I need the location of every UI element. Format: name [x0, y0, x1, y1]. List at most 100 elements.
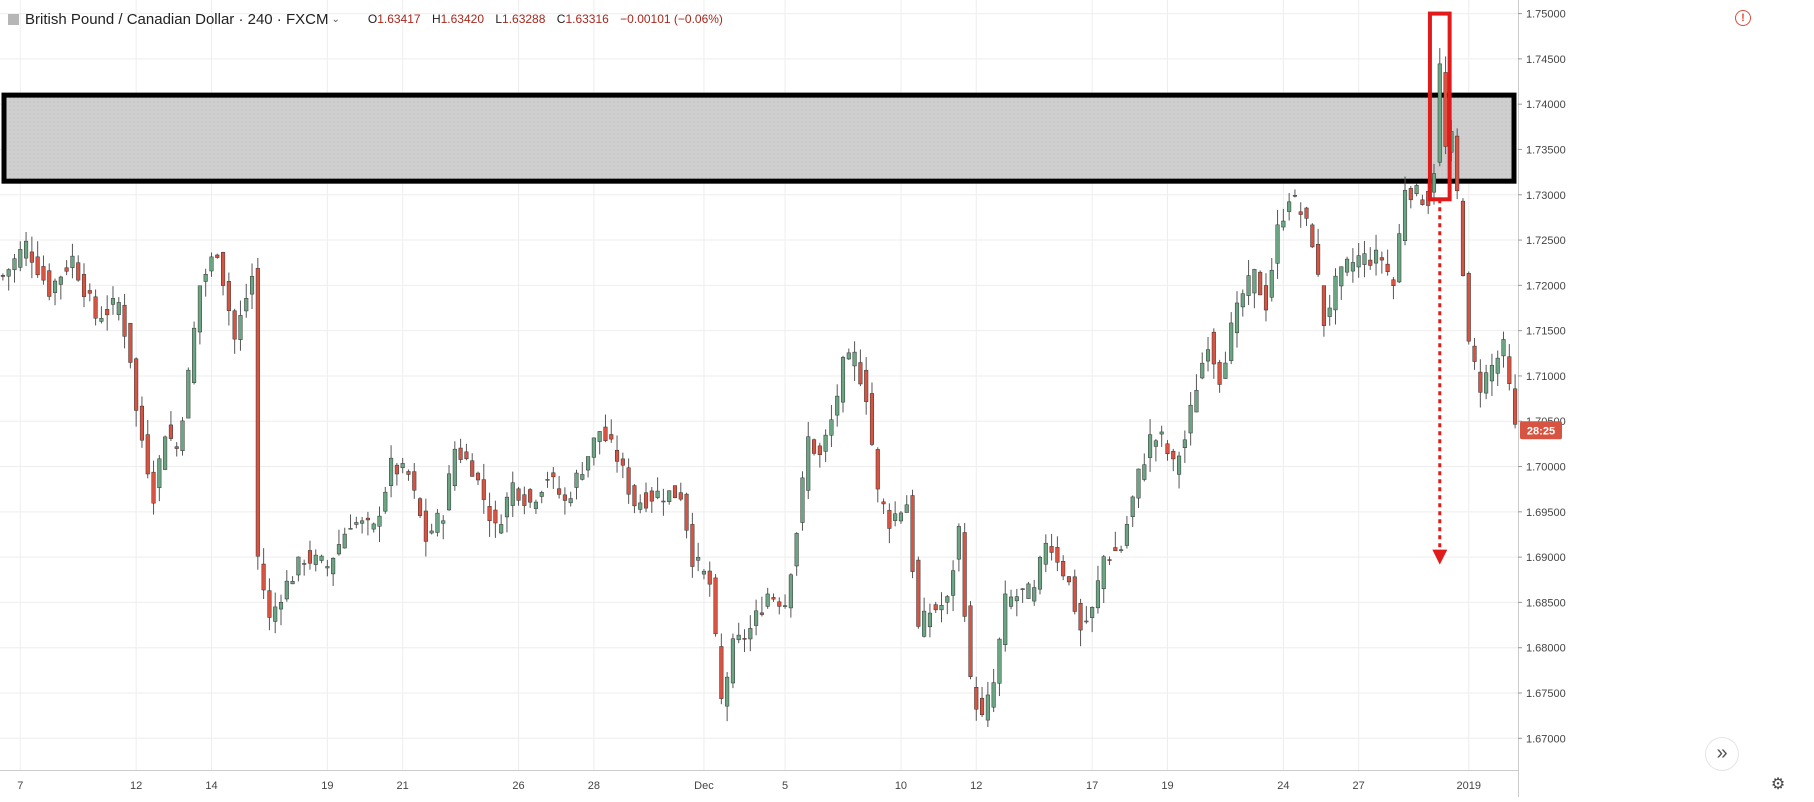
open-label: O: [367, 12, 378, 26]
candle-up: [898, 512, 903, 522]
high-value: 1.63420: [440, 12, 484, 26]
candle-up: [736, 634, 741, 641]
candle-down: [522, 494, 527, 506]
candle-up: [1003, 593, 1008, 645]
candle-up: [1345, 258, 1350, 273]
candle-down: [777, 601, 782, 607]
candle-up: [1350, 262, 1355, 272]
candle-down: [887, 510, 892, 529]
candle-up: [829, 419, 834, 436]
candle-down: [29, 251, 34, 263]
candle-up: [1188, 404, 1193, 434]
candle-down: [87, 290, 92, 294]
candle-up: [846, 352, 851, 360]
candle-down: [609, 434, 614, 440]
candle-down: [1472, 345, 1477, 362]
candle-up: [939, 604, 944, 611]
candle-up: [1182, 439, 1187, 448]
candle-up: [951, 570, 956, 596]
symbol-title[interactable]: British Pound / Canadian Dollar · 240 · …: [25, 10, 329, 28]
candle-up: [1130, 496, 1135, 517]
gear-icon[interactable]: ⚙: [1770, 776, 1786, 793]
close-label: C: [556, 12, 566, 26]
candle-up: [1414, 185, 1419, 194]
high-label: H: [431, 12, 441, 26]
candle-down: [1507, 356, 1512, 384]
candle-up: [1374, 249, 1379, 264]
double-chevron-right-icon[interactable]: »: [1706, 738, 1738, 770]
candle-down: [1107, 559, 1112, 561]
candle-up: [835, 395, 840, 416]
candle-up: [904, 504, 909, 513]
candle-up: [1026, 583, 1031, 599]
candle-down: [365, 517, 370, 521]
candle-up: [389, 457, 394, 486]
alert-icon[interactable]: !: [1735, 10, 1751, 26]
price-tick-label: 1.70000: [1526, 462, 1566, 474]
candle-up: [748, 628, 753, 640]
candle-up: [186, 369, 191, 419]
time-tick-label: 21: [397, 780, 409, 792]
legend-header[interactable]: British Pound / Canadian Dollar · 240 · …: [8, 8, 723, 30]
candle-up: [730, 638, 735, 684]
price-tick-label: 1.68500: [1526, 597, 1566, 609]
candle-down: [875, 449, 880, 490]
candle-down: [649, 490, 654, 502]
candle-down: [1316, 243, 1321, 275]
candle-down: [1460, 200, 1466, 276]
candle-up: [638, 502, 643, 510]
candle-up: [985, 694, 990, 721]
time-axis[interactable]: 7 12 14 19 21 26 28 Dec 5 10 12 17 19 24 27 2019: [0, 770, 1518, 793]
candle-up: [157, 458, 162, 488]
candle-down: [933, 604, 938, 611]
candle-up: [1014, 596, 1019, 602]
candle-down: [916, 559, 921, 627]
candle-down: [406, 471, 411, 475]
price-tick-label: 1.74000: [1526, 99, 1566, 111]
candle-up: [788, 574, 793, 609]
candle-up: [99, 318, 104, 322]
price-tick-label: 1.71000: [1526, 371, 1566, 383]
candle-down: [864, 370, 869, 402]
price-tick-label: 1.75000: [1526, 9, 1566, 21]
candle-down: [1391, 279, 1396, 286]
candle-up: [545, 479, 550, 481]
candle-up: [1043, 542, 1048, 565]
candle-up: [1095, 580, 1100, 609]
candle-up: [1136, 468, 1141, 499]
candle-down: [458, 447, 463, 460]
time-tick-label: 24: [1277, 780, 1289, 792]
candle-down: [423, 510, 428, 542]
candle-up: [336, 544, 341, 555]
price-axis[interactable]: 1.75000 1.74500 1.74000 1.73500 1.73000 1.725…: [1518, 0, 1566, 797]
time-tick-label: 5: [782, 780, 788, 792]
candle-up: [765, 593, 770, 607]
candle-up: [52, 280, 58, 293]
candle-up: [249, 276, 255, 295]
candle-down: [35, 256, 40, 276]
low-value: 1.63288: [502, 12, 546, 26]
price-tick-label: 1.73000: [1526, 190, 1566, 202]
price-tick-label: 1.72500: [1526, 235, 1566, 247]
candle-down: [93, 296, 98, 319]
candle-down: [168, 424, 173, 439]
candle-down: [267, 590, 272, 618]
price-tick-label: 1.67000: [1526, 733, 1566, 745]
candle-up: [192, 327, 197, 383]
candles-layer: [0, 48, 1518, 727]
candle-down: [81, 274, 87, 297]
candle-up: [342, 533, 347, 549]
candle-down: [151, 471, 156, 504]
chevron-down-icon[interactable]: ⌄: [331, 13, 340, 25]
candle-down: [255, 268, 260, 557]
candle-down: [1211, 331, 1216, 365]
candle-down: [418, 498, 423, 516]
candle-up: [1032, 587, 1037, 602]
candle-up: [1159, 431, 1164, 435]
candle-up: [12, 258, 17, 271]
candle-down: [1478, 371, 1483, 393]
candle-down: [1258, 271, 1263, 296]
countdown-badge: [1520, 421, 1562, 440]
